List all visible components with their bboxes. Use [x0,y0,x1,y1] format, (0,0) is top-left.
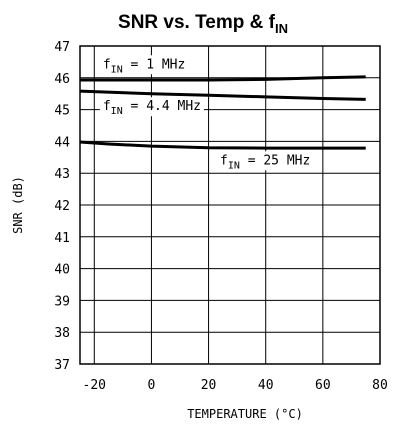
y-tick-label: 40 [54,263,70,278]
series-label-f: f [220,153,228,168]
series-label-subscript: IN [228,160,240,171]
x-tick-labels: -20 0 20 40 60 80 [83,378,388,393]
series-line [79,89,366,101]
chart-title-subscript: IN [275,21,288,36]
series-label: fIN = 1 MHz [103,57,186,75]
series-label-value: = 1 MHz [123,57,186,72]
series-label-subscript: IN [111,64,123,75]
series-label-background [99,55,189,75]
x-tick-label: 20 [201,378,217,393]
y-tick-labels: 37 38 39 40 41 42 43 44 45 46 47 [54,40,70,373]
y-tick-label: 42 [54,199,70,214]
y-tick-label: 39 [54,294,70,309]
x-tick-label: -20 [83,378,106,393]
series-label-value: = 25 MHz [240,153,310,168]
y-tick-label: 47 [54,40,70,55]
series-label-background [217,151,314,171]
series-label-f: f [103,99,111,114]
y-tick-label: 46 [54,72,70,87]
chart-title-main: SNR vs. Temp & f [118,12,276,33]
y-tick-label: 45 [54,104,70,119]
y-tick-label: 38 [54,326,70,341]
y-axis-label: SNR (dB) [11,176,25,234]
x-tick-label: 60 [315,378,331,393]
series-label-subscript: IN [111,106,123,117]
y-tick-label: 44 [54,135,70,150]
series-line [80,75,366,82]
series-label: fIN = 4.4 MHz [103,99,201,117]
x-tick-label: 0 [148,378,156,393]
series-line [79,140,366,150]
series-label: fIN = 25 MHz [220,153,310,171]
chart-title: SNR vs. Temp & fIN [118,12,288,36]
y-tick-label: 41 [54,231,70,246]
series-label-value: = 4.4 MHz [123,99,201,114]
series-label-f: f [103,57,111,72]
series-lines [79,75,366,150]
x-tick-label: 80 [372,378,388,393]
y-tick-label: 37 [54,358,70,373]
y-tick-label: 43 [54,167,70,182]
series-label-background [99,97,205,117]
plot-frame [79,45,381,365]
x-axis-label: TEMPERATURE (°C) [187,407,303,421]
x-tick-label: 40 [258,378,274,393]
